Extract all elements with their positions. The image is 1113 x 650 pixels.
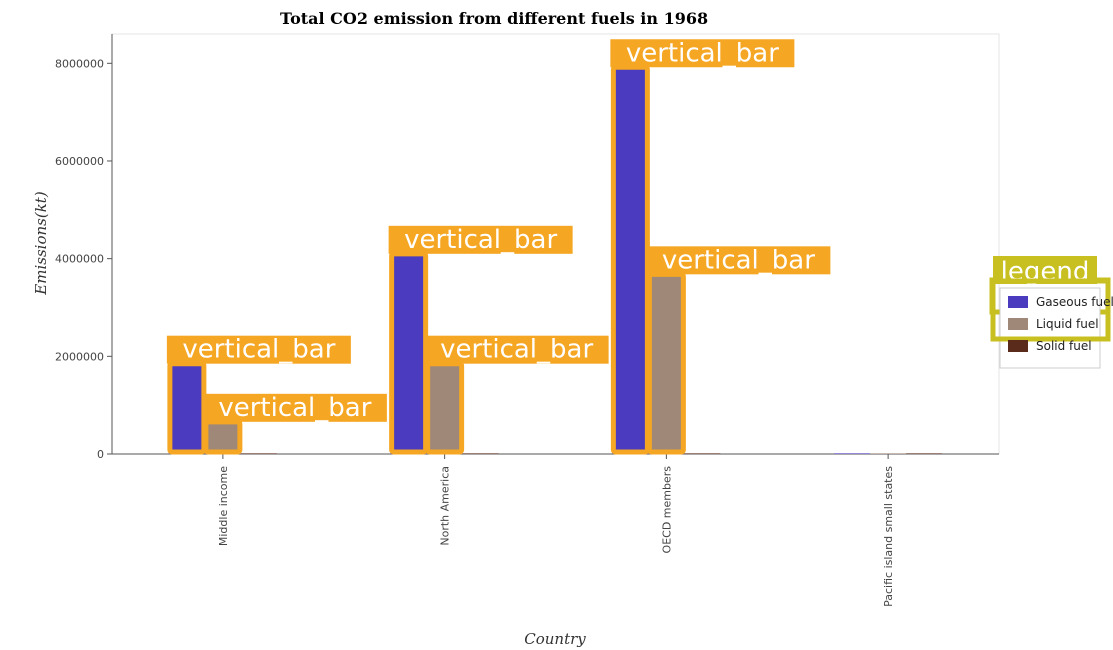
y-axis-label: Emissions(kt) bbox=[32, 191, 50, 296]
x-axis: Middle income North America OECD members Pa… bbox=[112, 453, 999, 607]
x-tick-label: North America bbox=[439, 466, 452, 546]
bar-annotation-label-bg bbox=[202, 393, 387, 422]
legend-entry: Liquid fuel bbox=[1036, 317, 1099, 331]
bar-annotation-label: vertical_bar bbox=[440, 335, 593, 365]
legend-swatch bbox=[1008, 296, 1028, 308]
bar-annotation-label: vertical_bar bbox=[662, 245, 815, 275]
y-axis: 0 2000000 4000000 6000000 8000000 bbox=[55, 34, 113, 461]
bar-annotation-label: vertical_bar bbox=[182, 335, 335, 365]
bar bbox=[612, 65, 649, 455]
legend-highlight bbox=[990, 278, 1111, 342]
legend-items: Gaseous fuel Liquid fuel Solid fuel bbox=[1008, 295, 1113, 353]
annotations: vertical_barvertical_barvertical_barvert… bbox=[166, 38, 831, 455]
y-tick-label: 2000000 bbox=[55, 350, 104, 363]
bar-annotation-label-bg bbox=[388, 225, 573, 254]
bar bbox=[390, 251, 427, 454]
y-tick-label: 8000000 bbox=[55, 57, 104, 70]
bar-annotation-label-bg bbox=[166, 335, 351, 364]
chart-title: Total CO2 emission from different fuels … bbox=[280, 9, 708, 28]
bar-annotation-label: vertical_bar bbox=[404, 225, 557, 255]
bar bbox=[426, 361, 463, 454]
x-tick-label: Pacific island small states bbox=[882, 466, 895, 607]
y-tick-label: 0 bbox=[97, 448, 104, 461]
bar bbox=[684, 453, 721, 454]
legend-swatch bbox=[1008, 340, 1028, 352]
y-tick-label: 6000000 bbox=[55, 155, 104, 168]
x-tick-label: OECD members bbox=[660, 466, 673, 554]
x-axis-label: Country bbox=[524, 630, 586, 648]
bar-annotation-label-bg bbox=[646, 246, 831, 275]
bar-annotation-label-bg bbox=[610, 39, 795, 68]
bars bbox=[168, 65, 943, 455]
legend-entry: Gaseous fuel bbox=[1036, 295, 1113, 309]
legend-entry: Solid fuel bbox=[1036, 339, 1092, 353]
bar bbox=[240, 453, 277, 454]
bar bbox=[834, 453, 871, 454]
x-tick-label: Middle income bbox=[217, 466, 230, 546]
bar bbox=[906, 453, 943, 454]
bar bbox=[648, 272, 685, 454]
bar bbox=[462, 453, 499, 454]
bar-annotation-box bbox=[646, 271, 686, 455]
y-tick-label: 4000000 bbox=[55, 253, 104, 266]
bar bbox=[168, 361, 205, 454]
bar bbox=[204, 419, 241, 454]
bar-annotation-label: vertical_bar bbox=[218, 393, 371, 423]
bar-annotation-label: vertical_bar bbox=[626, 38, 779, 68]
bar bbox=[870, 453, 907, 454]
bar-annotation-label-bg bbox=[424, 335, 609, 364]
legend-swatch bbox=[1008, 318, 1028, 330]
